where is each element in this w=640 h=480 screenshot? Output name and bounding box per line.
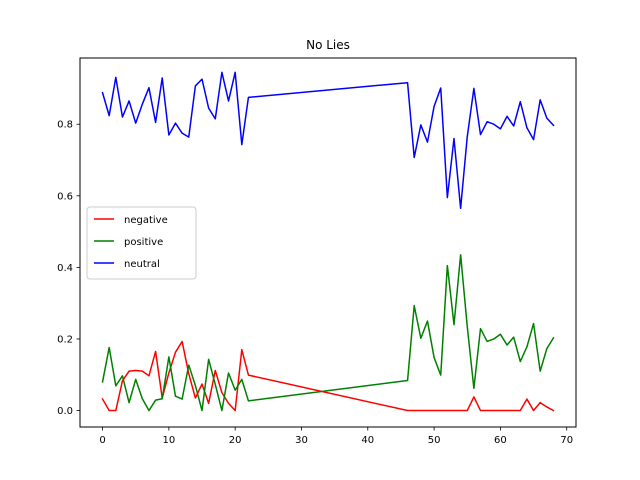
legend-label-positive: positive <box>124 237 163 248</box>
x-tick-label: 30 <box>295 435 308 446</box>
x-tick-label: 10 <box>162 435 175 446</box>
y-tick-label: 0.2 <box>57 334 73 345</box>
chart-title: No Lies <box>306 38 350 52</box>
series-line-positive <box>101 254 555 412</box>
series-line-negative <box>101 340 555 412</box>
plot-frame <box>79 57 577 428</box>
legend-label-negative: negative <box>124 215 168 226</box>
legend-box <box>86 206 197 280</box>
y-tick-label: 0.6 <box>57 191 73 202</box>
legend-label-neutral: neutral <box>124 259 160 270</box>
y-tick-label: 0.8 <box>57 120 73 131</box>
series-layer <box>101 71 555 412</box>
x-axis: 0 10 20 30 40 50 60 70 <box>99 427 573 446</box>
legend: negative positive neutral <box>86 206 197 280</box>
y-tick-label: 0.0 <box>57 406 73 417</box>
x-tick-label: 20 <box>229 435 242 446</box>
x-tick-label: 50 <box>428 435 441 446</box>
x-tick-label: 60 <box>494 435 507 446</box>
series-line-neutral <box>101 71 555 210</box>
x-tick-label: 70 <box>560 435 573 446</box>
x-tick-label: 0 <box>99 435 105 446</box>
y-axis: 0.0 0.2 0.4 0.6 0.8 <box>57 120 80 417</box>
x-tick-label: 40 <box>361 435 374 446</box>
y-tick-label: 0.4 <box>57 263 73 274</box>
